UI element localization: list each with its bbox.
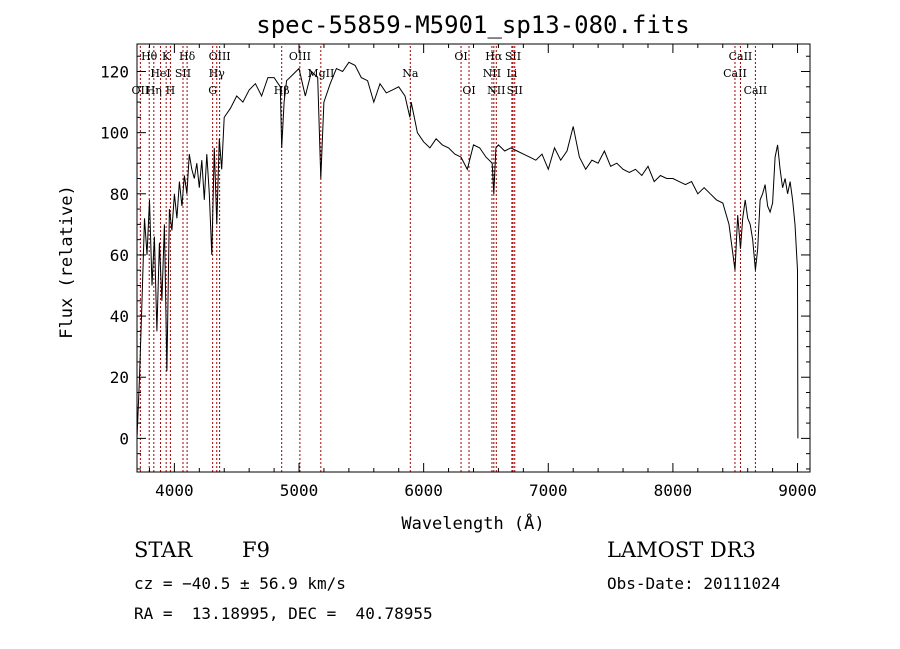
y-tick-label: 120 (100, 63, 129, 82)
spectral-line-label: H (166, 84, 176, 97)
spectral-line-label: SII (507, 84, 523, 97)
spectral-line-label: OI (454, 50, 467, 63)
spectrum-series-line (136, 61, 799, 439)
x-tick-label: 5000 (280, 481, 319, 500)
spectral-line-label: CaII (723, 67, 747, 80)
y-axis-ticks: 0 20 40 60 80 100 120 (100, 55, 810, 470)
spectral-line-label: HeI (150, 67, 170, 80)
y-axis-label: Flux (relative) (57, 185, 77, 339)
x-tick-label: 9000 (778, 481, 817, 500)
object-class: STAR (134, 538, 193, 562)
x-axis-label: Wavelength (Å) (401, 512, 544, 534)
x-tick-label: 4000 (155, 481, 194, 500)
survey-name: LAMOST DR3 (607, 538, 756, 562)
spectral-line-label: Hη (146, 84, 162, 97)
spectral-line-label: OI (462, 84, 475, 97)
y-tick-label: 0 (119, 429, 129, 448)
spectral-line-label: SII (175, 67, 191, 80)
spectral-line-label: Hθ (141, 50, 158, 63)
y-tick-label: 80 (110, 185, 129, 204)
y-tick-label: 100 (100, 124, 129, 143)
y-tick-label: 40 (110, 307, 129, 326)
spectral-line-label: K (162, 50, 171, 63)
x-axis-ticks: 4000 5000 6000 7000 8000 9000 (148, 44, 817, 500)
spectral-line-label: Na (402, 67, 419, 80)
chart-title: spec-55859-M5901_sp13-080.fits (256, 11, 689, 39)
sky-coordinates: RA = 13.18995, DEC = 40.78955 (134, 604, 433, 623)
spectral-line-label: Hα (485, 50, 503, 63)
spectral-line-label: CaII (744, 84, 768, 97)
spectral-line-label: SII (505, 50, 521, 63)
spectral-line-label: Hβ (274, 84, 290, 97)
spectral-line-label: NII (483, 67, 501, 80)
x-tick-label: 6000 (404, 481, 443, 500)
observation-date: Obs-Date: 20111024 (607, 574, 781, 593)
y-tick-label: 60 (110, 246, 129, 265)
redshift-readout: cz = −40.5 ± 56.9 km/s (134, 574, 346, 593)
spectral-line-label: OII (132, 84, 150, 97)
spectral-line-label: MgII (307, 67, 334, 80)
spectral-line-label: CaII (729, 50, 753, 63)
spectral-subclass: F9 (242, 538, 270, 562)
spectral-line-label: OIII (289, 50, 311, 63)
spectral-line-label: G (208, 84, 217, 97)
spectral-line-label: Hγ (209, 67, 226, 80)
x-tick-label: 7000 (529, 481, 568, 500)
spectral-line-label: Hδ (179, 50, 196, 63)
plot-frame (136, 43, 811, 473)
y-tick-label: 20 (110, 368, 129, 387)
spectral-line-label: NII (487, 84, 505, 97)
spectral-line-label: OIII (209, 50, 231, 63)
x-tick-label: 8000 (654, 481, 693, 500)
spectral-line-label: Li (506, 67, 517, 80)
